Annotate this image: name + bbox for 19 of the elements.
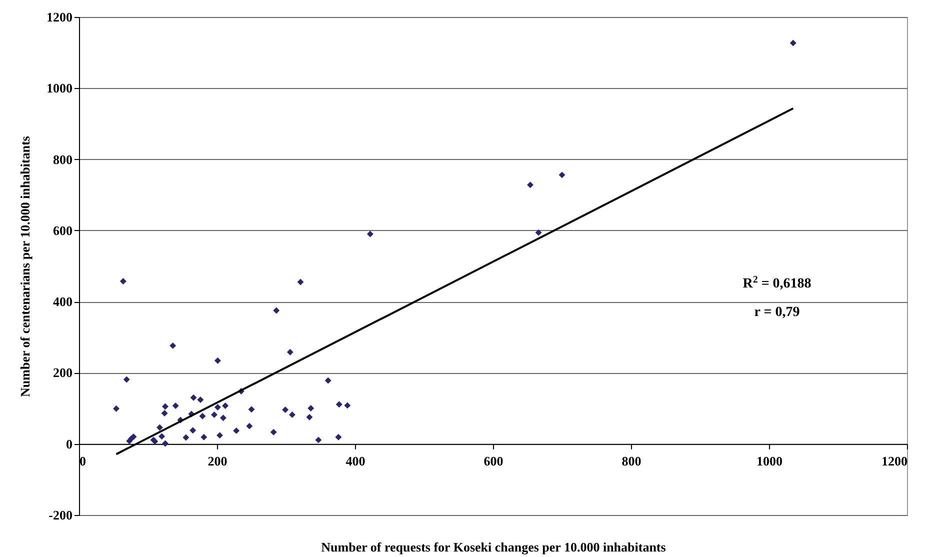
x-tick-label: 400: [346, 453, 366, 468]
y-tick-label: 800: [53, 152, 72, 167]
y-axis-title: Number of centenarians per 10.000 inhabitants: [18, 136, 32, 397]
x-tick-label: 1000: [756, 453, 782, 468]
annotation: R$^{2}$ = 0,6188: [742, 274, 812, 292]
x-tick-label: 1200: [882, 453, 908, 468]
x-axis-title: Number of requests for Koseki changes per 10.000 inhabitants: [321, 540, 666, 554]
x-tick-label: 200: [208, 453, 228, 468]
y-tick-label: 200: [53, 365, 72, 380]
x-tick-label: 800: [622, 453, 642, 468]
y-tick-label: 1000: [46, 80, 72, 96]
x-tick-label: 600: [484, 453, 504, 468]
x-tick-label: 0: [80, 453, 86, 468]
y-tick-label: 600: [53, 222, 72, 238]
y-tick-label: 1200: [46, 10, 72, 24]
y-tick-label: -200: [48, 508, 72, 522]
y-tick-label: 400: [53, 294, 72, 310]
annotation: r = 0,79: [754, 304, 800, 320]
y-tick-label: 0: [66, 436, 72, 452]
